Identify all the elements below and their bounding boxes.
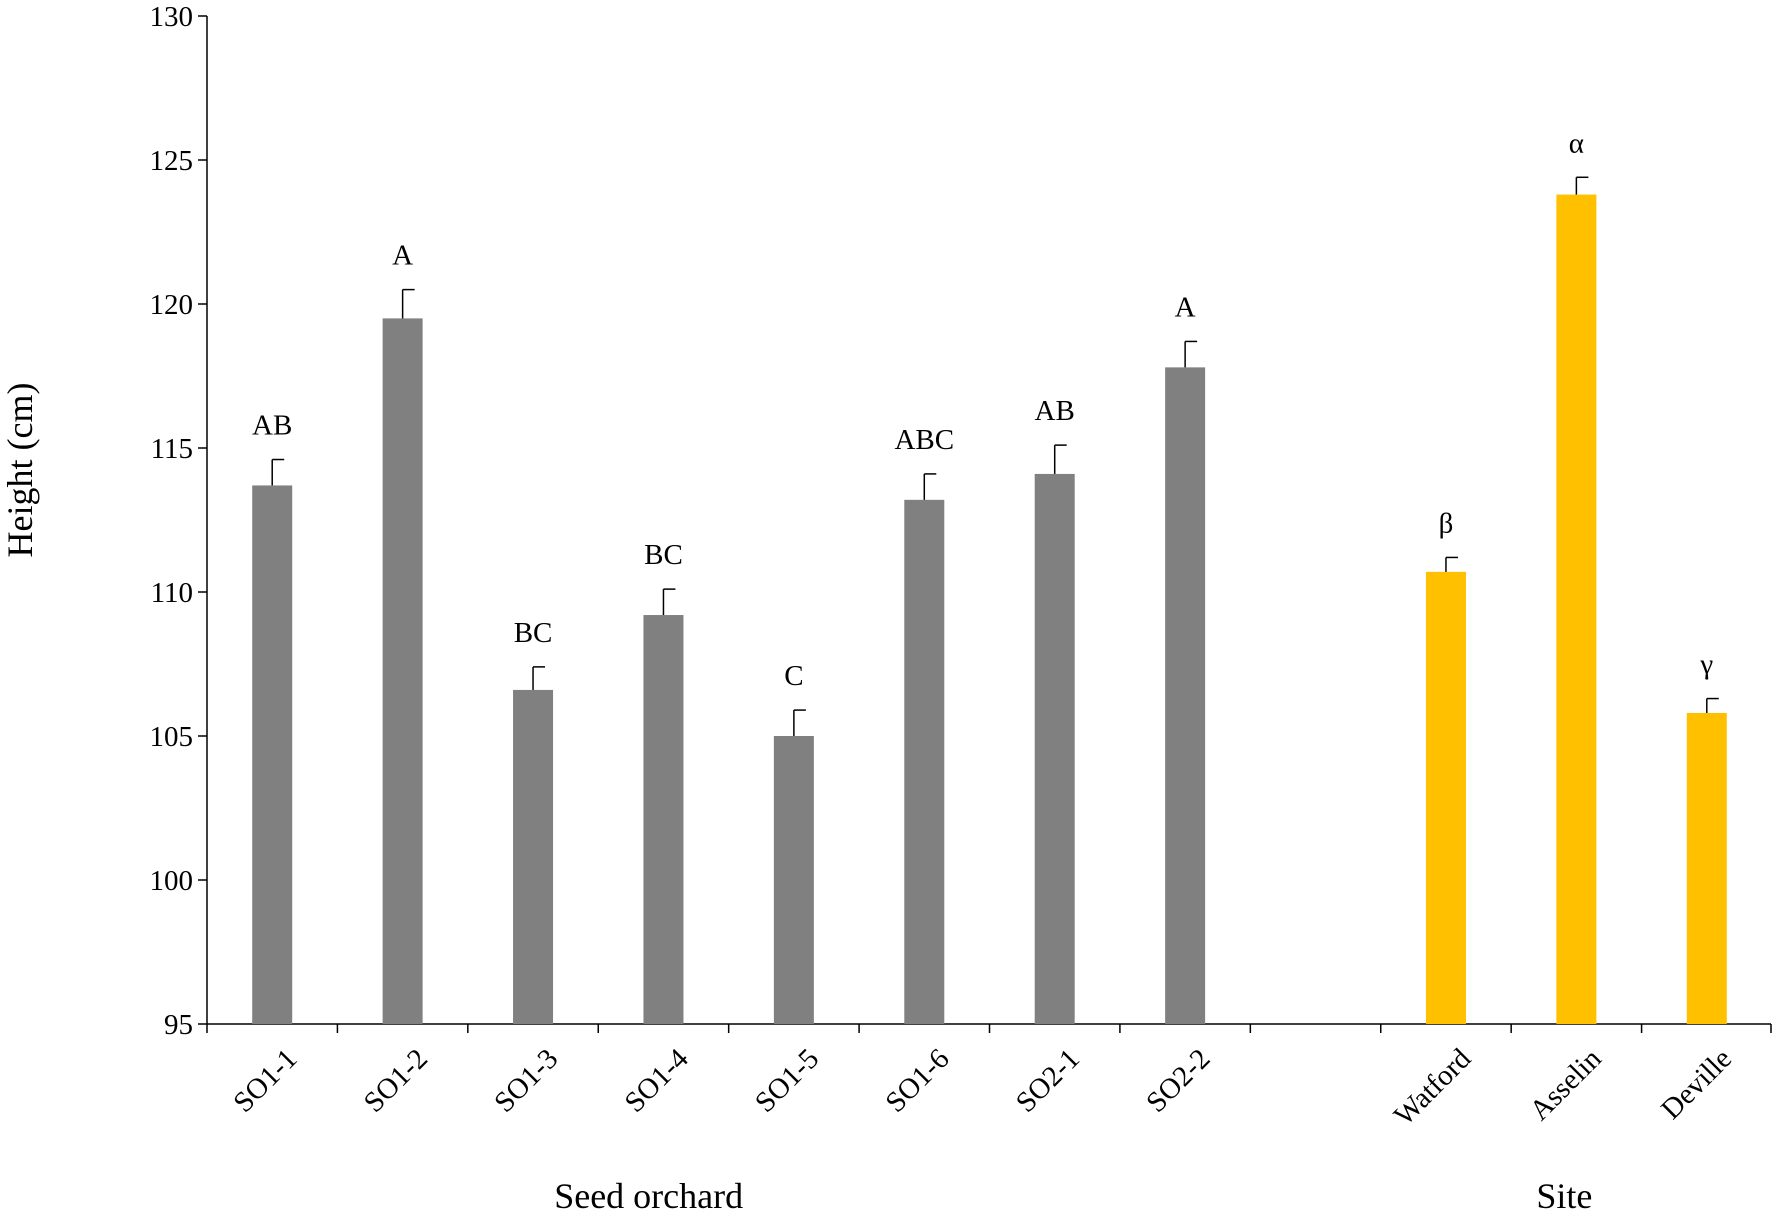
significance-label: AB xyxy=(252,410,292,442)
x-tick-label: SO2-1 xyxy=(1010,1043,1086,1119)
x-tick-label: SO1-1 xyxy=(227,1043,303,1119)
bar-SO2-1 xyxy=(1034,473,1075,1024)
x-tick-label: SO1-5 xyxy=(749,1043,825,1119)
significance-label: AB xyxy=(1035,395,1075,427)
bar-SO1-6 xyxy=(904,499,945,1025)
x-tick-label: SO1-2 xyxy=(358,1043,434,1119)
x-tick-label: SO1-4 xyxy=(619,1042,696,1119)
x-axis-title-site: Site xyxy=(1536,1176,1592,1216)
significance-label: α xyxy=(1569,127,1584,159)
x-tick-label: Deville xyxy=(1655,1043,1738,1126)
y-tick-label: 125 xyxy=(150,145,194,177)
x-tick-label: Asselin xyxy=(1524,1042,1608,1126)
bar-SO1-2 xyxy=(382,318,423,1024)
bar-Asselin xyxy=(1556,194,1597,1024)
y-axis-title: Height (cm) xyxy=(0,383,40,558)
significance-label: C xyxy=(784,660,803,692)
x-tick-label: SO1-3 xyxy=(488,1043,564,1119)
bar-SO1-5 xyxy=(773,736,814,1024)
significance-label: ABC xyxy=(894,424,954,456)
significance-label: A xyxy=(392,240,413,272)
bar-SO2-2 xyxy=(1165,367,1206,1024)
significance-label: A xyxy=(1175,291,1196,323)
significance-label: BC xyxy=(514,617,553,649)
y-tick-label: 100 xyxy=(150,865,194,897)
y-tick-label: 130 xyxy=(150,1,194,33)
bar-SO1-1 xyxy=(252,485,293,1024)
y-tick-label: 115 xyxy=(151,433,193,465)
bar-SO1-4 xyxy=(643,615,684,1024)
x-tick-label: SO2-2 xyxy=(1140,1043,1216,1119)
x-axis-title-seed-orchard: Seed orchard xyxy=(554,1176,743,1216)
bar-SO1-3 xyxy=(513,689,554,1024)
bar-Watford xyxy=(1425,571,1466,1024)
bar-Deville xyxy=(1686,712,1727,1024)
significance-label: γ xyxy=(1699,649,1713,681)
x-tick-label: Watford xyxy=(1388,1042,1478,1132)
y-tick-label: 110 xyxy=(151,577,193,609)
y-tick-label: 105 xyxy=(150,721,194,753)
x-tick-label: SO1-6 xyxy=(879,1043,955,1119)
significance-label: BC xyxy=(644,539,683,571)
y-tick-label: 120 xyxy=(150,289,194,321)
significance-label: β xyxy=(1439,507,1454,539)
y-tick-label: 95 xyxy=(164,1009,193,1041)
